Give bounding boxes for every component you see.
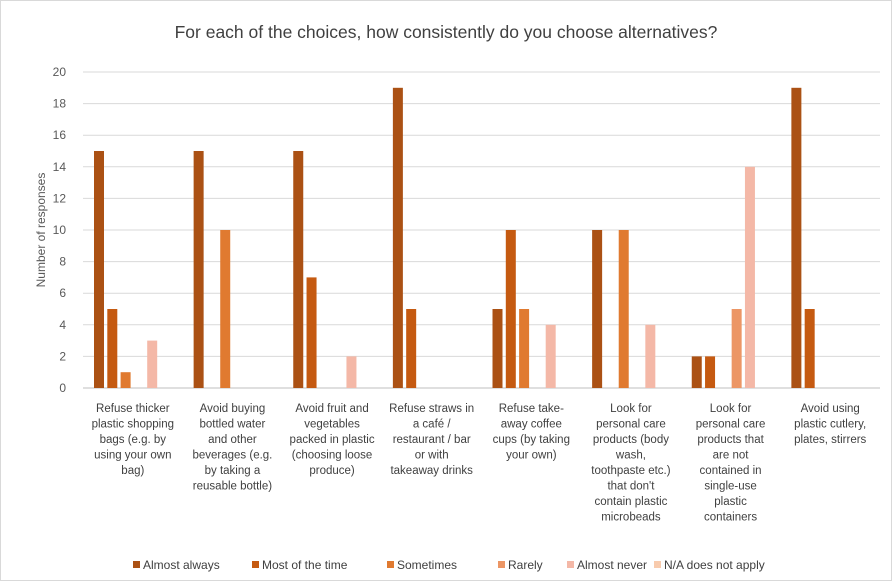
legend-swatch — [654, 561, 661, 568]
category-label: by taking a — [205, 465, 261, 477]
legend-label: Sometimes — [397, 558, 457, 572]
bar-almost-never — [147, 340, 158, 388]
y-tick-label: 18 — [53, 97, 67, 111]
category-label: Refuse straws in — [389, 403, 474, 415]
bar-almost-never — [744, 166, 755, 388]
category-label: Avoid using — [801, 403, 860, 415]
category-label: personal care — [596, 419, 666, 431]
legend-label: Rarely — [508, 558, 543, 572]
category-label: your own) — [506, 450, 557, 462]
y-tick-label: 12 — [53, 191, 67, 205]
category-label: Refuse take- — [499, 403, 564, 415]
category-label: packed in plastic — [290, 434, 375, 446]
bar-almost-always — [492, 309, 503, 388]
bar-almost-always — [791, 87, 802, 389]
category-label: Avoid fruit and — [295, 403, 368, 415]
bar-almost-never — [645, 324, 656, 388]
bar-most-of-the-time — [306, 277, 317, 388]
legend-swatch — [498, 561, 505, 568]
bar-almost-never — [346, 356, 357, 388]
legend-label: Most of the time — [262, 558, 348, 572]
y-tick-label: 0 — [59, 381, 66, 395]
category-label: plates, stirrers — [794, 434, 866, 446]
bar-rarely — [731, 309, 742, 388]
bar-almost-always — [592, 230, 603, 388]
category-label: bottled water — [200, 419, 266, 431]
category-label: that don't — [607, 481, 655, 493]
legend-swatch — [133, 561, 140, 568]
y-tick-label: 4 — [59, 318, 66, 332]
y-tick-label: 2 — [59, 349, 66, 363]
y-tick-label: 10 — [53, 223, 67, 237]
category-label: containers — [704, 512, 757, 524]
bar-sometimes — [220, 230, 231, 388]
bar-sometimes — [519, 309, 530, 388]
category-label: takeaway drinks — [390, 465, 473, 477]
category-label: personal care — [696, 419, 766, 431]
y-tick-label: 14 — [53, 160, 67, 174]
category-label: microbeads — [601, 512, 661, 524]
category-label: plastic shopping — [92, 419, 174, 431]
category-label: toothpaste etc.) — [591, 465, 670, 477]
category-label: products (body — [593, 434, 669, 446]
category-label: Look for — [610, 403, 652, 415]
y-tick-label: 8 — [59, 255, 66, 269]
bar-almost-always — [691, 356, 702, 388]
legend-label: N/A does not apply — [664, 558, 765, 572]
category-label: Refuse thicker — [96, 403, 170, 415]
y-tick-label: 6 — [59, 286, 66, 300]
bar-almost-always — [392, 87, 403, 389]
category-label: plastic cutlery, — [794, 419, 866, 431]
category-label: bag) — [121, 465, 144, 477]
bar-most-of-the-time — [804, 309, 815, 388]
category-label: contained in — [700, 465, 762, 477]
chart-title: For each of the choices, how consistentl… — [174, 22, 718, 42]
bar-almost-always — [94, 151, 104, 388]
category-label: and other — [208, 434, 257, 446]
y-axis-label: Number of responses — [34, 173, 48, 288]
bar-almost-never — [545, 324, 556, 388]
category-label: reusable bottle) — [193, 481, 272, 493]
category-label: wash, — [615, 450, 646, 462]
category-label: vegetables — [304, 419, 360, 431]
category-label: away coffee — [501, 419, 562, 431]
bar-almost-always — [293, 151, 304, 388]
category-label: (choosing loose — [292, 450, 373, 462]
bar-sometimes — [120, 372, 131, 388]
bar-most-of-the-time — [406, 309, 417, 388]
legend-swatch — [387, 561, 394, 568]
bar-most-of-the-time — [705, 356, 716, 388]
category-label: bags (e.g. by — [100, 434, 167, 446]
category-label: produce) — [309, 465, 355, 477]
category-label: plastic — [714, 496, 747, 508]
category-label: beverages (e.g. — [192, 450, 272, 462]
category-label: restaurant / bar — [393, 434, 471, 446]
y-tick-label: 20 — [53, 65, 67, 79]
legend-swatch — [252, 561, 259, 568]
category-label: contain plastic — [595, 496, 668, 508]
category-label: cups (by taking — [493, 434, 570, 446]
category-label: Look for — [710, 403, 752, 415]
category-label: products that — [697, 434, 764, 446]
legend-label: Almost always — [143, 558, 220, 572]
y-tick-label: 16 — [53, 128, 67, 142]
category-label: single-use — [704, 481, 756, 493]
bar-sometimes — [618, 230, 629, 388]
category-label: are not — [713, 450, 750, 462]
bar-most-of-the-time — [107, 309, 118, 388]
category-label: or with — [415, 450, 449, 462]
category-label: a café / — [413, 419, 452, 431]
legend-label: Almost never — [577, 558, 647, 572]
bar-most-of-the-time — [505, 230, 516, 388]
category-label: Avoid buying — [200, 403, 266, 415]
legend-swatch — [567, 561, 574, 568]
bar-almost-always — [193, 151, 204, 388]
category-label: using your own — [94, 450, 171, 462]
